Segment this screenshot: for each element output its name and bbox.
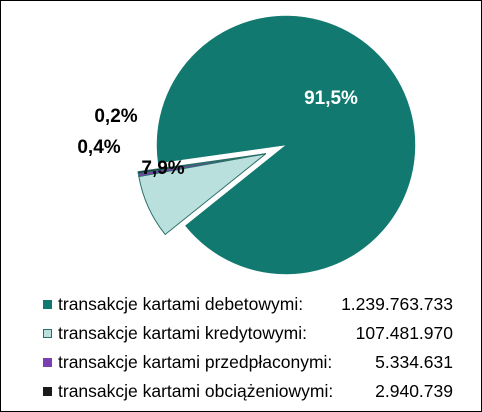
legend-item-prepaid: transakcje kartami przedpłaconymi: 5.334… <box>43 348 473 377</box>
pie-chart: 91,5% 7,9% 0,4% 0,2% <box>77 15 416 275</box>
pie-label-prepaid: 0,4% <box>77 137 120 158</box>
legend-value-charge: 2.940.739 <box>375 381 453 401</box>
pie-slices <box>137 15 416 275</box>
legend-swatch-credit <box>43 329 52 338</box>
pie-label-charge: 0,2% <box>94 106 137 127</box>
pie-labels: 91,5% 7,9% 0,4% 0,2% <box>77 88 358 179</box>
legend-value-credit: 107.481.970 <box>355 323 453 343</box>
legend-value-debit: 1.239.763.733 <box>341 294 453 314</box>
legend-swatch-debit <box>43 300 52 309</box>
legend-item-credit: transakcje kartami kredytowymi: 107.481.… <box>43 319 473 348</box>
legend-label-credit: transakcje kartami kredytowymi: <box>58 323 307 343</box>
legend-swatch-charge <box>43 387 52 396</box>
chart-legend: transakcje kartami debetowymi: 1.239.763… <box>43 290 473 406</box>
pie-label-debit: 91,5% <box>304 88 358 109</box>
legend-item-debit: transakcje kartami debetowymi: 1.239.763… <box>43 290 473 319</box>
legend-label-charge: transakcje kartami obciążeniowymi: <box>58 381 334 401</box>
pie-label-credit: 7,9% <box>141 158 184 179</box>
pie-slice-debit <box>156 15 416 275</box>
legend-label-debit: transakcje kartami debetowymi: <box>58 294 304 314</box>
legend-item-charge: transakcje kartami obciążeniowymi: 2.940… <box>43 377 473 406</box>
legend-swatch-prepaid <box>43 358 52 367</box>
pie-slice-charge <box>137 153 266 174</box>
legend-label-prepaid: transakcje kartami przedpłaconymi: <box>58 352 333 372</box>
legend-value-prepaid: 5.334.631 <box>375 352 453 372</box>
